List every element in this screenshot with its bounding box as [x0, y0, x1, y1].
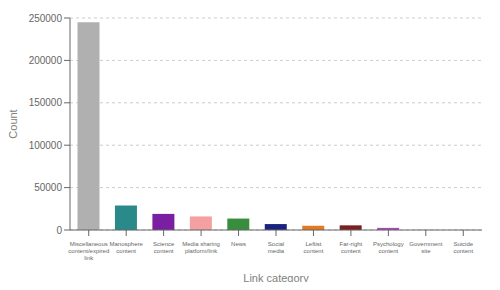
svg-text:200000: 200000	[29, 55, 63, 66]
svg-text:Leftistcontent: Leftistcontent	[304, 241, 324, 254]
svg-text:100000: 100000	[29, 140, 63, 151]
svg-text:150000: 150000	[29, 97, 63, 108]
svg-text:Miscellaneouscontent/expiredli: Miscellaneouscontent/expiredlink	[68, 241, 109, 261]
svg-text:Psychologycontent: Psychologycontent	[373, 241, 404, 254]
svg-text:Suicidecontent: Suicidecontent	[453, 241, 473, 254]
svg-text:Count: Count	[8, 109, 19, 138]
svg-text:250000: 250000	[29, 13, 63, 24]
svg-text:0: 0	[56, 225, 62, 236]
svg-text:Far-rightcontent: Far-rightcontent	[340, 241, 363, 254]
svg-text:News: News	[231, 241, 246, 247]
svg-text:Sciencecontent: Sciencecontent	[153, 241, 175, 254]
svg-text:Governmentsite: Governmentsite	[409, 241, 442, 254]
svg-text:50000: 50000	[34, 182, 62, 193]
svg-text:Media sharingplatform/link: Media sharingplatform/link	[182, 241, 220, 254]
svg-text:Socialmedia: Socialmedia	[268, 241, 285, 254]
svg-text:Manospherecontent: Manospherecontent	[110, 241, 144, 254]
svg-text:Link category: Link category	[243, 272, 309, 282]
